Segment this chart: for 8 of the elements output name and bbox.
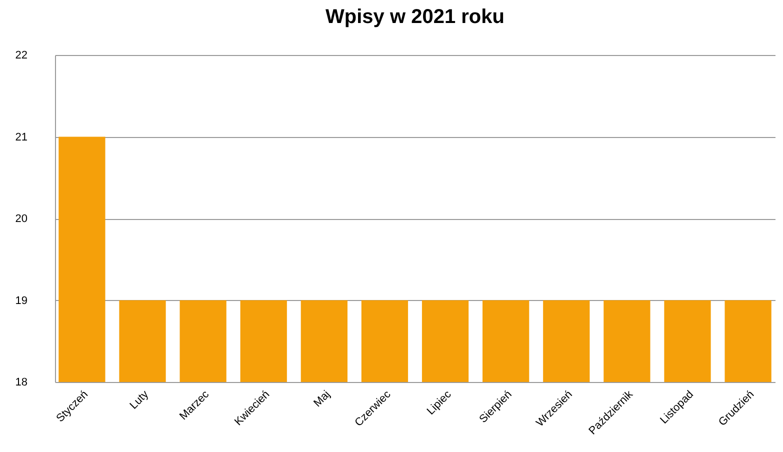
y-tick-label: 21 [15,131,28,144]
x-tick-label: Maj [312,388,333,410]
y-tick-label: 20 [15,213,28,225]
y-tick-label: 18 [15,376,28,388]
y-tick-label: 22 [15,50,28,62]
chart-title: Wpisy w 2021 roku [326,6,504,28]
x-tick-label: Luty [128,388,152,412]
y-tick-label: 19 [15,294,28,307]
